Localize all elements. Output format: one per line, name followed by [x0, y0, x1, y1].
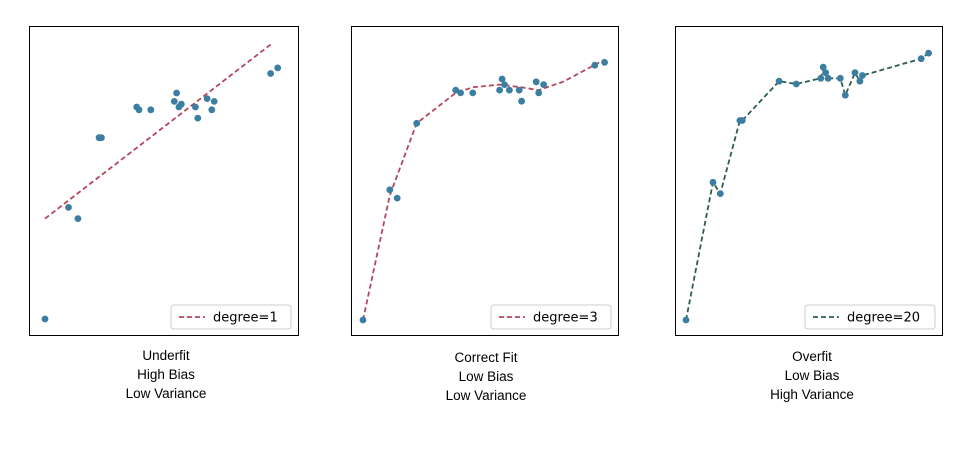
data-point — [501, 81, 508, 88]
chart-panel-overfit: degree=20 — [675, 26, 943, 336]
data-point — [65, 204, 72, 211]
legend: degree=3 — [490, 304, 612, 330]
data-point — [274, 64, 282, 72]
data-point — [601, 59, 608, 66]
caption-line-1: Overfit — [792, 349, 832, 364]
data-point — [210, 98, 218, 105]
legend-label: degree=3 — [533, 311, 598, 326]
data-point — [824, 74, 832, 82]
data-point — [709, 178, 717, 186]
data-point — [208, 106, 216, 114]
data-point — [147, 106, 155, 114]
data-point — [925, 49, 932, 57]
caption-overfit: Overfit Low Bias High Variance — [712, 347, 912, 404]
data-point — [506, 86, 513, 94]
data-point — [170, 98, 178, 105]
data-point — [738, 117, 746, 124]
data-point — [591, 61, 599, 69]
plot-frame — [351, 26, 619, 336]
data-point — [194, 114, 202, 122]
chart-panel-correct-fit: degree=3 — [351, 26, 619, 336]
data-point — [192, 103, 199, 111]
legend-box — [804, 304, 936, 330]
caption-line-2: Low Bias — [458, 369, 514, 384]
data-point — [775, 77, 783, 85]
data-point — [917, 55, 925, 63]
data-point — [792, 80, 800, 88]
caption-line-3: Low Variance — [445, 388, 527, 403]
data-point — [535, 89, 543, 97]
data-point — [98, 134, 105, 142]
caption-line-1: Underfit — [142, 348, 190, 363]
plot-frame — [675, 26, 943, 336]
data-point — [203, 95, 211, 102]
data-point — [851, 69, 859, 77]
data-point — [532, 78, 540, 86]
data-point — [359, 316, 367, 324]
data-point — [819, 63, 827, 71]
caption-correct-fit: Correct Fit Low Bias Low Variance — [386, 348, 586, 405]
chart-panel-underfit: degree=1 — [29, 26, 299, 336]
data-point — [469, 89, 477, 97]
data-point — [540, 81, 547, 88]
data-point — [716, 190, 724, 198]
data-point — [177, 100, 185, 108]
legend: degree=1 — [170, 304, 292, 330]
caption-line-1: Correct Fit — [454, 350, 518, 365]
data-point — [841, 91, 849, 99]
data-point — [836, 74, 844, 82]
data-point — [267, 70, 274, 77]
data-point — [457, 89, 464, 97]
data-point — [173, 89, 181, 97]
caption-line-2: Low Bias — [784, 368, 840, 383]
plot-frame — [29, 26, 299, 336]
legend: degree=20 — [804, 304, 936, 330]
data-point — [386, 186, 394, 194]
data-point — [498, 75, 506, 83]
caption-line-3: High Variance — [770, 387, 854, 402]
data-point — [822, 69, 829, 77]
data-point — [41, 315, 49, 323]
data-point — [515, 86, 523, 94]
data-point — [817, 74, 825, 82]
data-point — [856, 77, 864, 85]
legend-label: degree=1 — [213, 311, 278, 326]
data-point — [859, 72, 866, 79]
data-point — [682, 316, 690, 324]
legend-box — [490, 304, 612, 330]
legend-box — [170, 304, 292, 330]
data-point — [518, 97, 525, 105]
caption-line-2: High Bias — [137, 367, 195, 382]
data-point — [135, 106, 143, 114]
data-point — [393, 194, 401, 202]
data-point — [413, 119, 421, 127]
data-point — [74, 215, 82, 223]
caption-underfit: Underfit High Bias Low Variance — [66, 346, 266, 403]
legend-label: degree=20 — [847, 311, 920, 326]
caption-line-3: Low Variance — [125, 386, 207, 401]
data-point — [496, 86, 503, 94]
